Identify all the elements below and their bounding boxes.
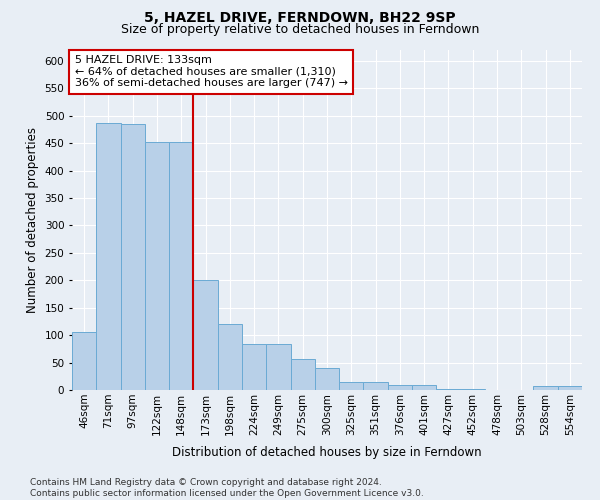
Text: Size of property relative to detached houses in Ferndown: Size of property relative to detached ho… (121, 22, 479, 36)
Bar (364, 382, 388, 390)
Bar (315, 368, 339, 390)
Bar (193, 280, 218, 390)
Bar (145, 142, 169, 390)
Bar (533, 386, 558, 390)
Bar (242, 344, 266, 390)
Text: Contains HM Land Registry data © Crown copyright and database right 2024.
Contai: Contains HM Land Registry data © Crown c… (30, 478, 424, 498)
Bar (290, 358, 315, 390)
Bar (96, 123, 121, 390)
Bar (388, 384, 412, 390)
Text: 5 HAZEL DRIVE: 133sqm
← 64% of detached houses are smaller (1,310)
36% of semi-d: 5 HAZEL DRIVE: 133sqm ← 64% of detached … (74, 55, 347, 88)
Bar (339, 382, 364, 390)
Bar (436, 389, 461, 390)
Bar (72, 332, 96, 390)
Text: 5, HAZEL DRIVE, FERNDOWN, BH22 9SP: 5, HAZEL DRIVE, FERNDOWN, BH22 9SP (144, 11, 456, 25)
Y-axis label: Number of detached properties: Number of detached properties (26, 127, 39, 313)
X-axis label: Distribution of detached houses by size in Ferndown: Distribution of detached houses by size … (172, 446, 482, 459)
Bar (558, 386, 582, 390)
Bar (266, 344, 290, 390)
Bar (412, 384, 436, 390)
Bar (461, 389, 485, 390)
Bar (121, 124, 145, 390)
Bar (218, 324, 242, 390)
Bar (169, 142, 193, 390)
